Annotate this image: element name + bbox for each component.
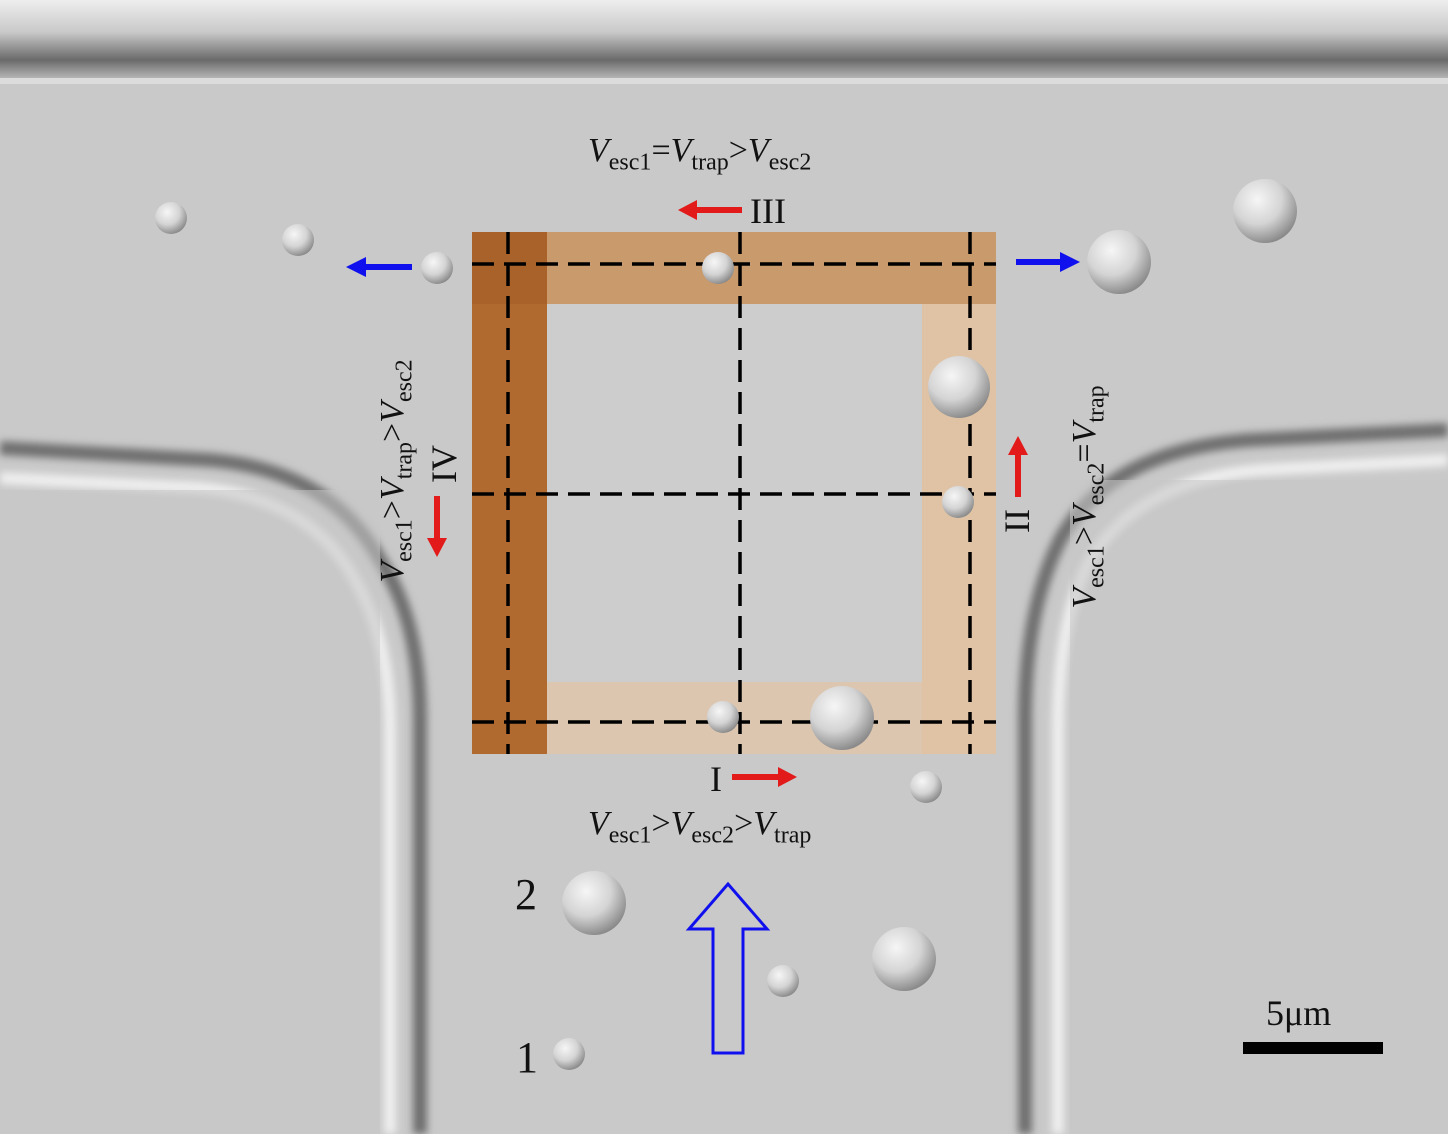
particle	[767, 965, 799, 997]
right-post-outline	[1018, 423, 1448, 1134]
motion-arrow-IV	[427, 496, 447, 557]
operator: >	[734, 805, 754, 842]
particle	[942, 486, 974, 518]
particle	[928, 356, 990, 418]
operator: >	[1066, 526, 1103, 546]
particle	[702, 252, 734, 284]
particle	[562, 871, 626, 935]
particle	[910, 771, 942, 803]
velocity-term: Vesc2	[670, 805, 735, 849]
velocity-term: Vesc2	[374, 359, 418, 423]
velocity-term: Vesc1	[588, 132, 652, 176]
right-post-body	[1070, 480, 1448, 1134]
condition-II: Vesc1>Vesc2=Vtrap	[1066, 347, 1110, 647]
velocity-term: Vesc2	[1066, 462, 1110, 527]
velocity-term: Vesc2	[747, 132, 812, 176]
motion-arrows	[427, 200, 1028, 787]
particle	[1087, 230, 1151, 294]
particle	[810, 686, 874, 750]
numeral-III: III	[750, 191, 786, 231]
particle	[421, 252, 453, 284]
velocity-term: Vesc1	[588, 805, 652, 849]
top-wall-edge	[0, 78, 1448, 84]
particle	[155, 202, 187, 234]
condition-IV: Vesc1>Vtrap>Vesc2	[374, 321, 418, 621]
top-channel-wall	[0, 0, 1448, 80]
operator: =	[651, 132, 671, 169]
velocity-term: Vesc1	[374, 519, 418, 583]
velocity-term: Vesc1	[1066, 545, 1110, 609]
operator: >	[374, 500, 411, 520]
operator: =	[1066, 443, 1103, 463]
particles	[155, 179, 1297, 1070]
operator: >	[728, 132, 748, 169]
operator: >	[651, 805, 671, 842]
condition-I: Vesc1>Vesc2>Vtrap	[588, 805, 812, 849]
particle-label-1: 1	[516, 1033, 538, 1082]
velocity-term: Vtrap	[374, 441, 418, 501]
numeral-II: II	[997, 509, 1037, 533]
flow-arrows	[346, 252, 1080, 1055]
particle	[282, 224, 314, 256]
velocity-term: Vtrap	[670, 132, 729, 176]
condition-III: Vesc1=Vtrap>Vesc2	[588, 132, 812, 176]
scale-bar	[1243, 1042, 1383, 1054]
operator: >	[374, 422, 411, 442]
scale-bar-label: 5μm	[1266, 993, 1332, 1033]
left-post-body	[0, 490, 380, 1134]
right-outflow-arrow	[1016, 252, 1080, 272]
particle	[553, 1038, 585, 1070]
inflow-arrow	[685, 881, 771, 1055]
velocity-term: Vtrap	[1066, 385, 1110, 444]
numeral-IV: IV	[424, 445, 464, 483]
particle-label-2: 2	[515, 870, 537, 919]
left-outflow-arrow	[346, 257, 412, 277]
velocity-term: Vtrap	[753, 805, 812, 849]
particle	[707, 701, 739, 733]
motion-arrow-I	[732, 767, 797, 787]
particle	[872, 927, 936, 991]
numeral-I: I	[710, 759, 722, 799]
motion-arrow-III	[678, 200, 742, 220]
particle	[1233, 179, 1297, 243]
motion-arrow-II	[1008, 436, 1028, 497]
